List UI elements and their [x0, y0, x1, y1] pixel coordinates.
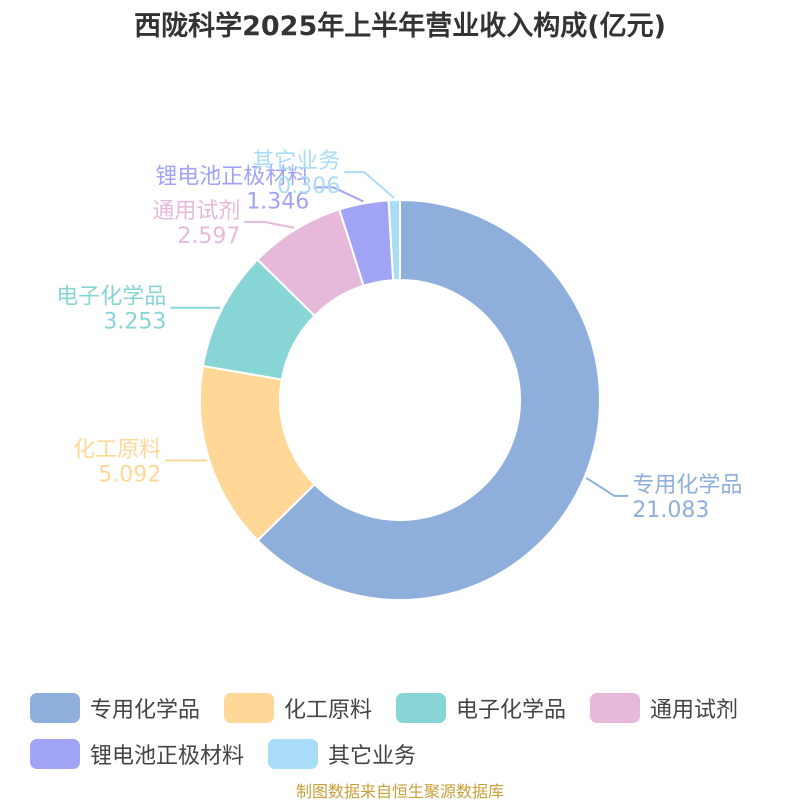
slice-label-special-chemicals: 专用化学品 [632, 473, 742, 498]
slice-value-other-business: 0.306 [277, 174, 340, 199]
chart-title: 西陇科学2025年上半年营业收入构成(亿元) [134, 11, 666, 42]
legend-swatch [30, 739, 80, 769]
leader-line-cathode-materials [313, 186, 364, 203]
leader-line-general-reagents [244, 220, 295, 229]
legend-row-1: 专用化学品 化工原料 电子化学品 通用试剂 [30, 688, 790, 728]
legend-label: 电子化学品 [456, 698, 567, 723]
legend-item-chemical-materials[interactable]: 化工原料 [224, 692, 372, 724]
slice-value-cathode-materials: 1.346 [246, 189, 309, 214]
legend-label: 化工原料 [284, 698, 373, 723]
legend-swatch [396, 693, 447, 723]
legend-label: 其它业务 [328, 744, 417, 769]
data-source-note: 制图数据来自恒生聚源数据库 [295, 782, 504, 801]
legend: 专用化学品 化工原料 电子化学品 通用试剂 锂电池正极材料 其它业务 [30, 688, 790, 780]
slice-value-general-reagents: 2.597 [177, 224, 240, 249]
legend-item-general-reagents[interactable]: 通用试剂 [590, 692, 738, 724]
legend-swatch [268, 739, 319, 769]
slice-value-chemical-materials: 5.092 [98, 462, 161, 487]
legend-item-electronic-chemicals[interactable]: 电子化学品 [396, 692, 566, 724]
slice-label-other-business: 其它业务 [252, 149, 340, 174]
slice-label-electronic-chemicals: 电子化学品 [56, 285, 166, 310]
legend-label: 锂电池正极材料 [90, 744, 245, 769]
legend-swatch [224, 693, 275, 723]
slice-label-general-reagents: 通用试剂 [152, 199, 240, 224]
legend-item-other-business[interactable]: 其它业务 [268, 738, 416, 770]
slice-label-chemical-materials: 化工原料 [73, 437, 161, 462]
legend-item-special-chemicals[interactable]: 专用化学品 [30, 692, 200, 724]
slice-value-special-chemicals: 21.083 [632, 498, 709, 523]
donut-slice-special-chemicals[interactable] [256, 198, 601, 601]
legend-label: 专用化学品 [90, 698, 201, 723]
legend-item-cathode-materials[interactable]: 锂电池正极材料 [30, 738, 244, 770]
legend-label: 通用试剂 [650, 698, 739, 723]
legend-swatch [30, 693, 80, 723]
leader-line-other-business [344, 171, 395, 199]
leader-line-special-chemicals [585, 477, 629, 497]
slice-value-electronic-chemicals: 3.253 [103, 310, 166, 335]
legend-row-2: 锂电池正极材料 其它业务 [30, 734, 790, 774]
slice-label-cathode-materials: 锂电池正极材料 [155, 164, 309, 189]
legend-swatch [590, 693, 641, 723]
donut-slice-other-business[interactable] [387, 198, 401, 282]
